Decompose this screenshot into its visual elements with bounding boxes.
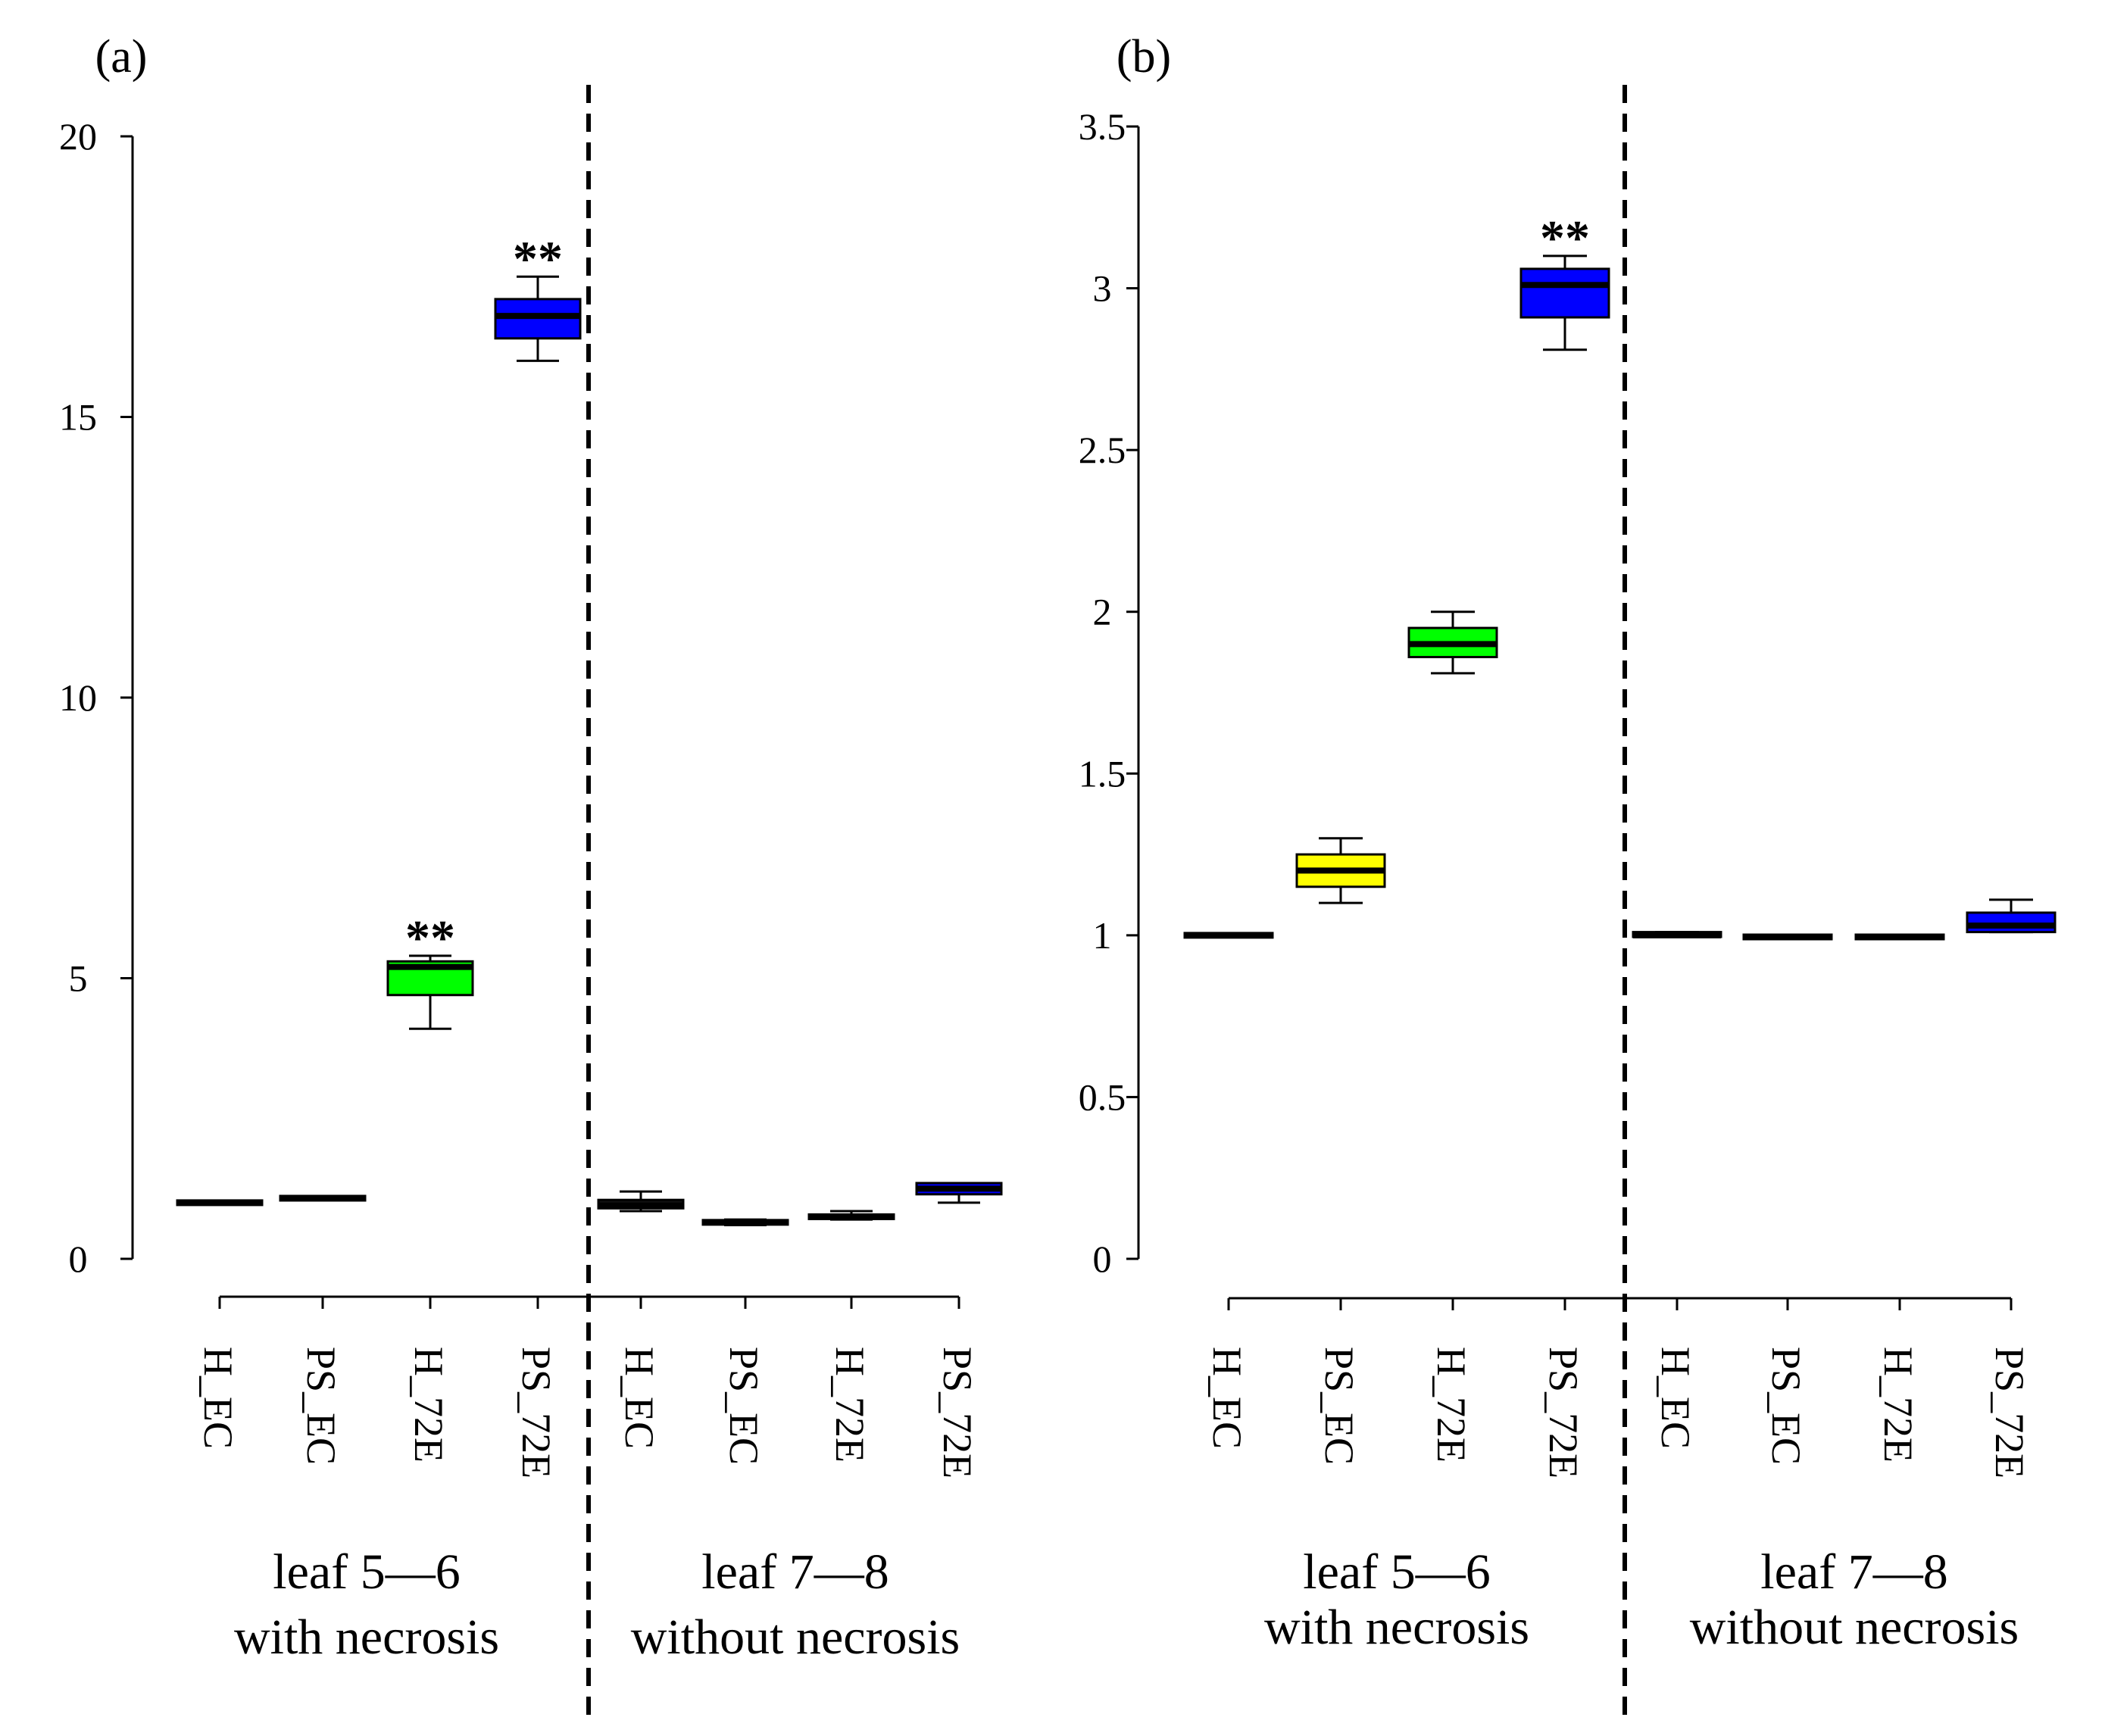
category-label: H_EC — [617, 1347, 662, 1449]
group-label-line1: leaf 7—8 — [701, 1544, 889, 1600]
category-label: H_EC — [1653, 1347, 1698, 1449]
y-tick-label: 2 — [1093, 591, 1112, 633]
group-label-line2: with necrosis — [1264, 1600, 1529, 1655]
y-tick-label: 15 — [59, 396, 97, 439]
panel-label: (b) — [1117, 31, 1171, 83]
y-tick-label: 10 — [59, 676, 97, 719]
category-label: PS_72E — [1987, 1347, 2032, 1478]
y-tick-label: 1 — [1093, 914, 1112, 957]
category-label: H_EC — [195, 1347, 241, 1449]
category-label: H_72E — [406, 1347, 451, 1463]
category-label: PS_72E — [1541, 1347, 1586, 1478]
group-label-line1: leaf 5—6 — [273, 1544, 460, 1600]
y-tick-label: 0.5 — [1079, 1076, 1126, 1118]
category-label: PS_EC — [298, 1347, 344, 1465]
group-label-line2: without necrosis — [631, 1610, 960, 1665]
category-label: H_72E — [1429, 1347, 1474, 1463]
box-body — [1966, 911, 2057, 934]
group-label-line2: without necrosis — [1690, 1600, 2019, 1655]
group-label-line2: with necrosis — [234, 1610, 499, 1665]
significance-annotation: ** — [513, 231, 563, 286]
y-tick-label: 3 — [1093, 267, 1112, 310]
category-label: PS_EC — [1316, 1347, 1362, 1465]
category-label: H_72E — [1875, 1347, 1921, 1463]
category-label: PS_72E — [935, 1347, 980, 1478]
y-tick-label: 5 — [69, 957, 88, 1000]
category-label: PS_EC — [1763, 1347, 1809, 1465]
y-tick-label: 3.5 — [1079, 105, 1126, 148]
group-label-line1: leaf 7—8 — [1760, 1544, 1947, 1600]
category-label: PS_EC — [721, 1347, 767, 1465]
group-label-line1: leaf 5—6 — [1303, 1544, 1490, 1600]
significance-annotation: ** — [1540, 211, 1590, 266]
category-label: H_EC — [1204, 1347, 1250, 1449]
significance-annotation: ** — [405, 910, 455, 966]
y-tick-label: 20 — [59, 115, 97, 158]
y-tick-label: 0 — [1093, 1238, 1112, 1280]
category-label: H_72E — [827, 1347, 873, 1463]
box-body — [1519, 267, 1610, 319]
y-tick-label: 1.5 — [1079, 752, 1126, 795]
y-tick-label: 0 — [69, 1238, 88, 1280]
y-tick-label: 2.5 — [1079, 429, 1126, 471]
category-label: PS_72E — [514, 1347, 559, 1478]
panel-label: (a) — [95, 31, 148, 83]
